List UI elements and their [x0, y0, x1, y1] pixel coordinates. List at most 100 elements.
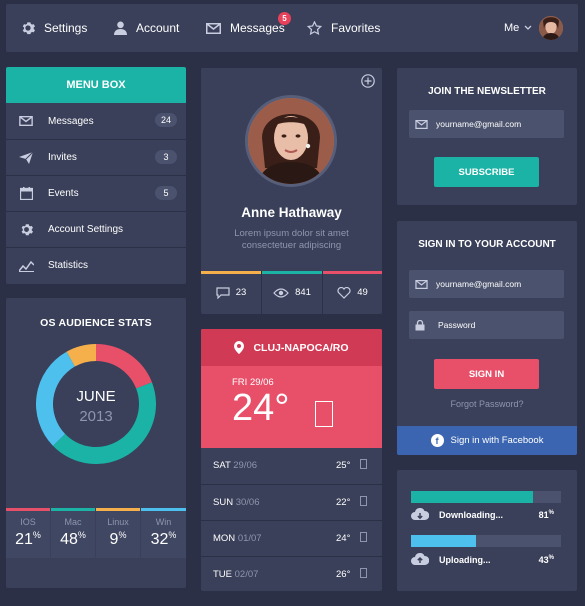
os-stats-title: OS AUDIENCE STATS: [40, 317, 152, 329]
donut-center-year: 2013: [79, 408, 112, 425]
messages-badge: 5: [278, 12, 291, 25]
facebook-icon: f: [430, 434, 444, 447]
signin-email-value: yourname@gmail.com: [436, 279, 522, 289]
chart-line-icon: [18, 260, 34, 272]
nav-settings-label: Settings: [44, 21, 88, 35]
download-row: Downloading... 81%: [411, 508, 561, 522]
weather-today-date: FRI 29/06: [232, 377, 274, 388]
profile-portrait-icon: [248, 98, 334, 184]
os-donut-chart: JUNE 2013: [36, 344, 156, 464]
download-progress-bar: [411, 491, 561, 503]
envelope-icon: [19, 116, 33, 126]
menu-item-events[interactable]: Events 5: [6, 175, 186, 211]
user-menu[interactable]: Me: [504, 4, 541, 52]
download-progress-fill: [411, 491, 533, 503]
forecast-temp: 22°: [336, 497, 351, 508]
menu-item-statistics[interactable]: Statistics: [6, 247, 186, 283]
views-count: 841: [295, 287, 311, 298]
calendar-icon: [19, 187, 33, 200]
donut-slice-win: [36, 351, 75, 446]
menu-item-invites[interactable]: Invites 3: [6, 139, 186, 175]
gear-icon: [21, 224, 33, 236]
forecast-weather-icon: [360, 568, 367, 578]
signin-password-field[interactable]: Password: [409, 311, 564, 339]
os-stat-win: Win 32%: [141, 508, 186, 558]
signin-panel: SIGN IN TO YOUR ACCOUNT yourname@gmail.c…: [397, 221, 577, 455]
add-plus-icon[interactable]: [361, 74, 375, 88]
weather-city: CLUJ-NAPOCA/RO: [253, 341, 349, 354]
forecast-date: 02/07: [234, 569, 259, 580]
profile-card: Anne Hathaway Lorem ipsum dolor sit amet…: [201, 68, 382, 314]
nav-favorites-label: Favorites: [331, 21, 381, 35]
menu-item-account-settings[interactable]: Account Settings: [6, 211, 186, 247]
profile-name: Anne Hathaway: [241, 205, 342, 220]
gear-icon: [22, 22, 35, 35]
upload-row: Uploading... 43%: [411, 553, 561, 567]
cloud-upload-icon: [411, 553, 429, 565]
lock-icon: [415, 319, 425, 330]
weather-condition-icon: [315, 401, 333, 427]
views-stat[interactable]: 841: [261, 271, 322, 314]
os-stat-value: 9%: [109, 530, 127, 548]
forecast-day: TUE: [213, 569, 232, 580]
upload-progress-bar: [411, 535, 561, 547]
menu-item-messages[interactable]: Messages 24: [6, 103, 186, 139]
newsletter-panel: JOIN THE NEWSLETTER yourname@gmail.com S…: [397, 68, 577, 205]
menu-item-label: Events: [48, 188, 79, 199]
os-stat-label: Mac: [64, 517, 82, 527]
nav-favorites[interactable]: Favorites: [307, 4, 380, 52]
donut-slice-mac: [52, 382, 156, 464]
facebook-signin-label: Sign in with Facebook: [450, 435, 544, 446]
forecast-date: 30/06: [235, 497, 260, 508]
nav-account[interactable]: Account: [114, 4, 179, 52]
forecast-weather-icon: [360, 459, 367, 469]
nav-messages[interactable]: Messages: [206, 4, 285, 52]
forecast-weather-icon: [360, 496, 367, 506]
heart-icon: [337, 286, 351, 299]
user-avatar[interactable]: [539, 16, 563, 40]
os-stat-value: 32%: [150, 530, 177, 548]
count-badge: 24: [154, 113, 177, 127]
top-navigation-bar: Settings Account Messages 5 Favorites Me: [6, 4, 578, 52]
os-stat-mac: Mac 48%: [51, 508, 95, 558]
likes-count: 49: [357, 287, 368, 298]
likes-stat[interactable]: 49: [322, 271, 382, 314]
user-icon: [114, 21, 127, 35]
newsletter-title: JOIN THE NEWSLETTER: [428, 86, 546, 97]
os-stat-value: 48%: [60, 530, 86, 548]
menu-box-title: MENU BOX: [66, 79, 126, 91]
donut-slice-linux: [66, 344, 96, 367]
signin-button[interactable]: SIGN IN: [434, 359, 539, 389]
menu-item-label: Invites: [48, 152, 77, 163]
nav-settings[interactable]: Settings: [21, 4, 87, 52]
donut-slice-ios: [96, 344, 152, 389]
signin-email-field[interactable]: yourname@gmail.com: [409, 270, 564, 298]
comments-stat[interactable]: 23: [201, 271, 261, 314]
map-pin-icon: [234, 341, 245, 354]
weather-forecast-list: SAT 29/06 25° SUN 30/06 22° MON 01/07 24…: [201, 448, 382, 591]
facebook-signin-button[interactable]: f Sign in with Facebook: [397, 426, 577, 455]
weather-today-temp: 24°: [232, 387, 290, 429]
count-badge: 3: [155, 150, 177, 164]
subscribe-button[interactable]: SUBSCRIBE: [434, 157, 539, 187]
donut-center-month: JUNE: [76, 388, 115, 405]
forecast-temp: 26°: [336, 569, 351, 580]
os-stat-linux: Linux 9%: [96, 508, 140, 558]
menu-box-header: MENU BOX: [6, 67, 186, 103]
forecast-date: 01/07: [237, 533, 262, 544]
stat-color-bar: [6, 508, 50, 511]
upload-label: Uploading...: [439, 555, 491, 565]
forgot-password-link[interactable]: Forgot Password?: [450, 399, 524, 409]
forecast-temp: 25°: [336, 460, 351, 471]
forecast-day: SUN: [213, 497, 234, 508]
avatar-portrait-icon: [539, 16, 563, 40]
signin-title: SIGN IN TO YOUR ACCOUNT: [418, 239, 556, 250]
os-stat-label: Win: [155, 517, 172, 527]
forecast-row: MON 01/07 24°: [201, 520, 382, 556]
download-label: Downloading...: [439, 510, 503, 520]
newsletter-email-field[interactable]: yourname@gmail.com: [409, 110, 564, 138]
stat-color-bar: [96, 508, 140, 511]
comment-icon: [216, 286, 230, 299]
password-placeholder: Password: [438, 320, 476, 330]
menu-box-list: Messages 24 Invites 3 Events 5 Account S…: [6, 103, 186, 284]
